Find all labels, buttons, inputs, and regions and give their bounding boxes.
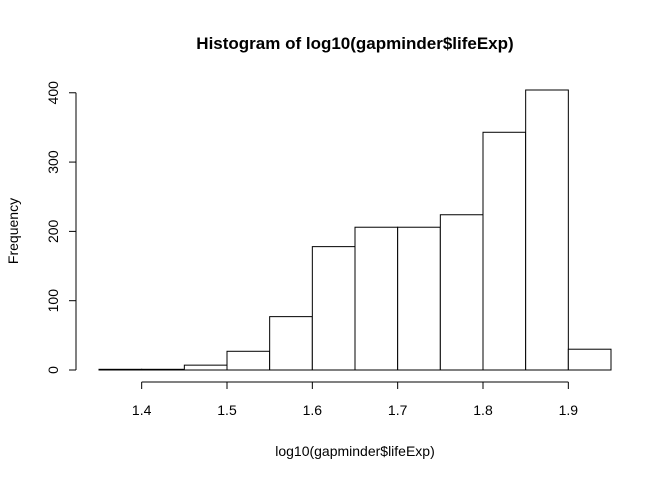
y-tick-label: 0	[45, 366, 61, 374]
histogram-bar	[311, 246, 356, 371]
histogram-bar	[397, 226, 441, 371]
y-tick-label: 100	[45, 289, 61, 313]
y-axis-label: Frequency	[5, 198, 21, 264]
chart-title: Histogram of log10(gapminder$lifeExp)	[196, 34, 513, 53]
histogram-bar	[482, 131, 527, 371]
x-axis: 1.4 1.5 1.6 1.7 1.8 1.9	[132, 381, 579, 418]
histogram-bar	[439, 214, 484, 371]
x-axis-label: log10(gapminder$lifeExp)	[275, 443, 435, 459]
histogram-bar	[354, 226, 399, 371]
histogram-bar	[183, 364, 228, 371]
histogram-bar	[567, 348, 612, 371]
histogram-bar	[269, 316, 313, 371]
x-tick-label: 1.7	[388, 402, 408, 418]
histogram-bar	[98, 368, 143, 371]
y-axis: 0 100 200 300 400	[45, 81, 77, 374]
histogram-bar	[141, 368, 185, 371]
y-tick-label: 400	[45, 81, 61, 105]
histogram-bar	[525, 89, 569, 371]
x-tick-label: 1.8	[473, 402, 493, 418]
x-tick-label: 1.9	[559, 402, 579, 418]
x-tick-label: 1.6	[303, 402, 323, 418]
x-tick-label: 1.5	[217, 402, 237, 418]
x-tick-label: 1.4	[132, 402, 152, 418]
y-tick-label: 300	[45, 150, 61, 174]
y-tick-label: 200	[45, 219, 61, 243]
bars-group	[98, 89, 612, 371]
histogram-bar	[226, 350, 271, 371]
